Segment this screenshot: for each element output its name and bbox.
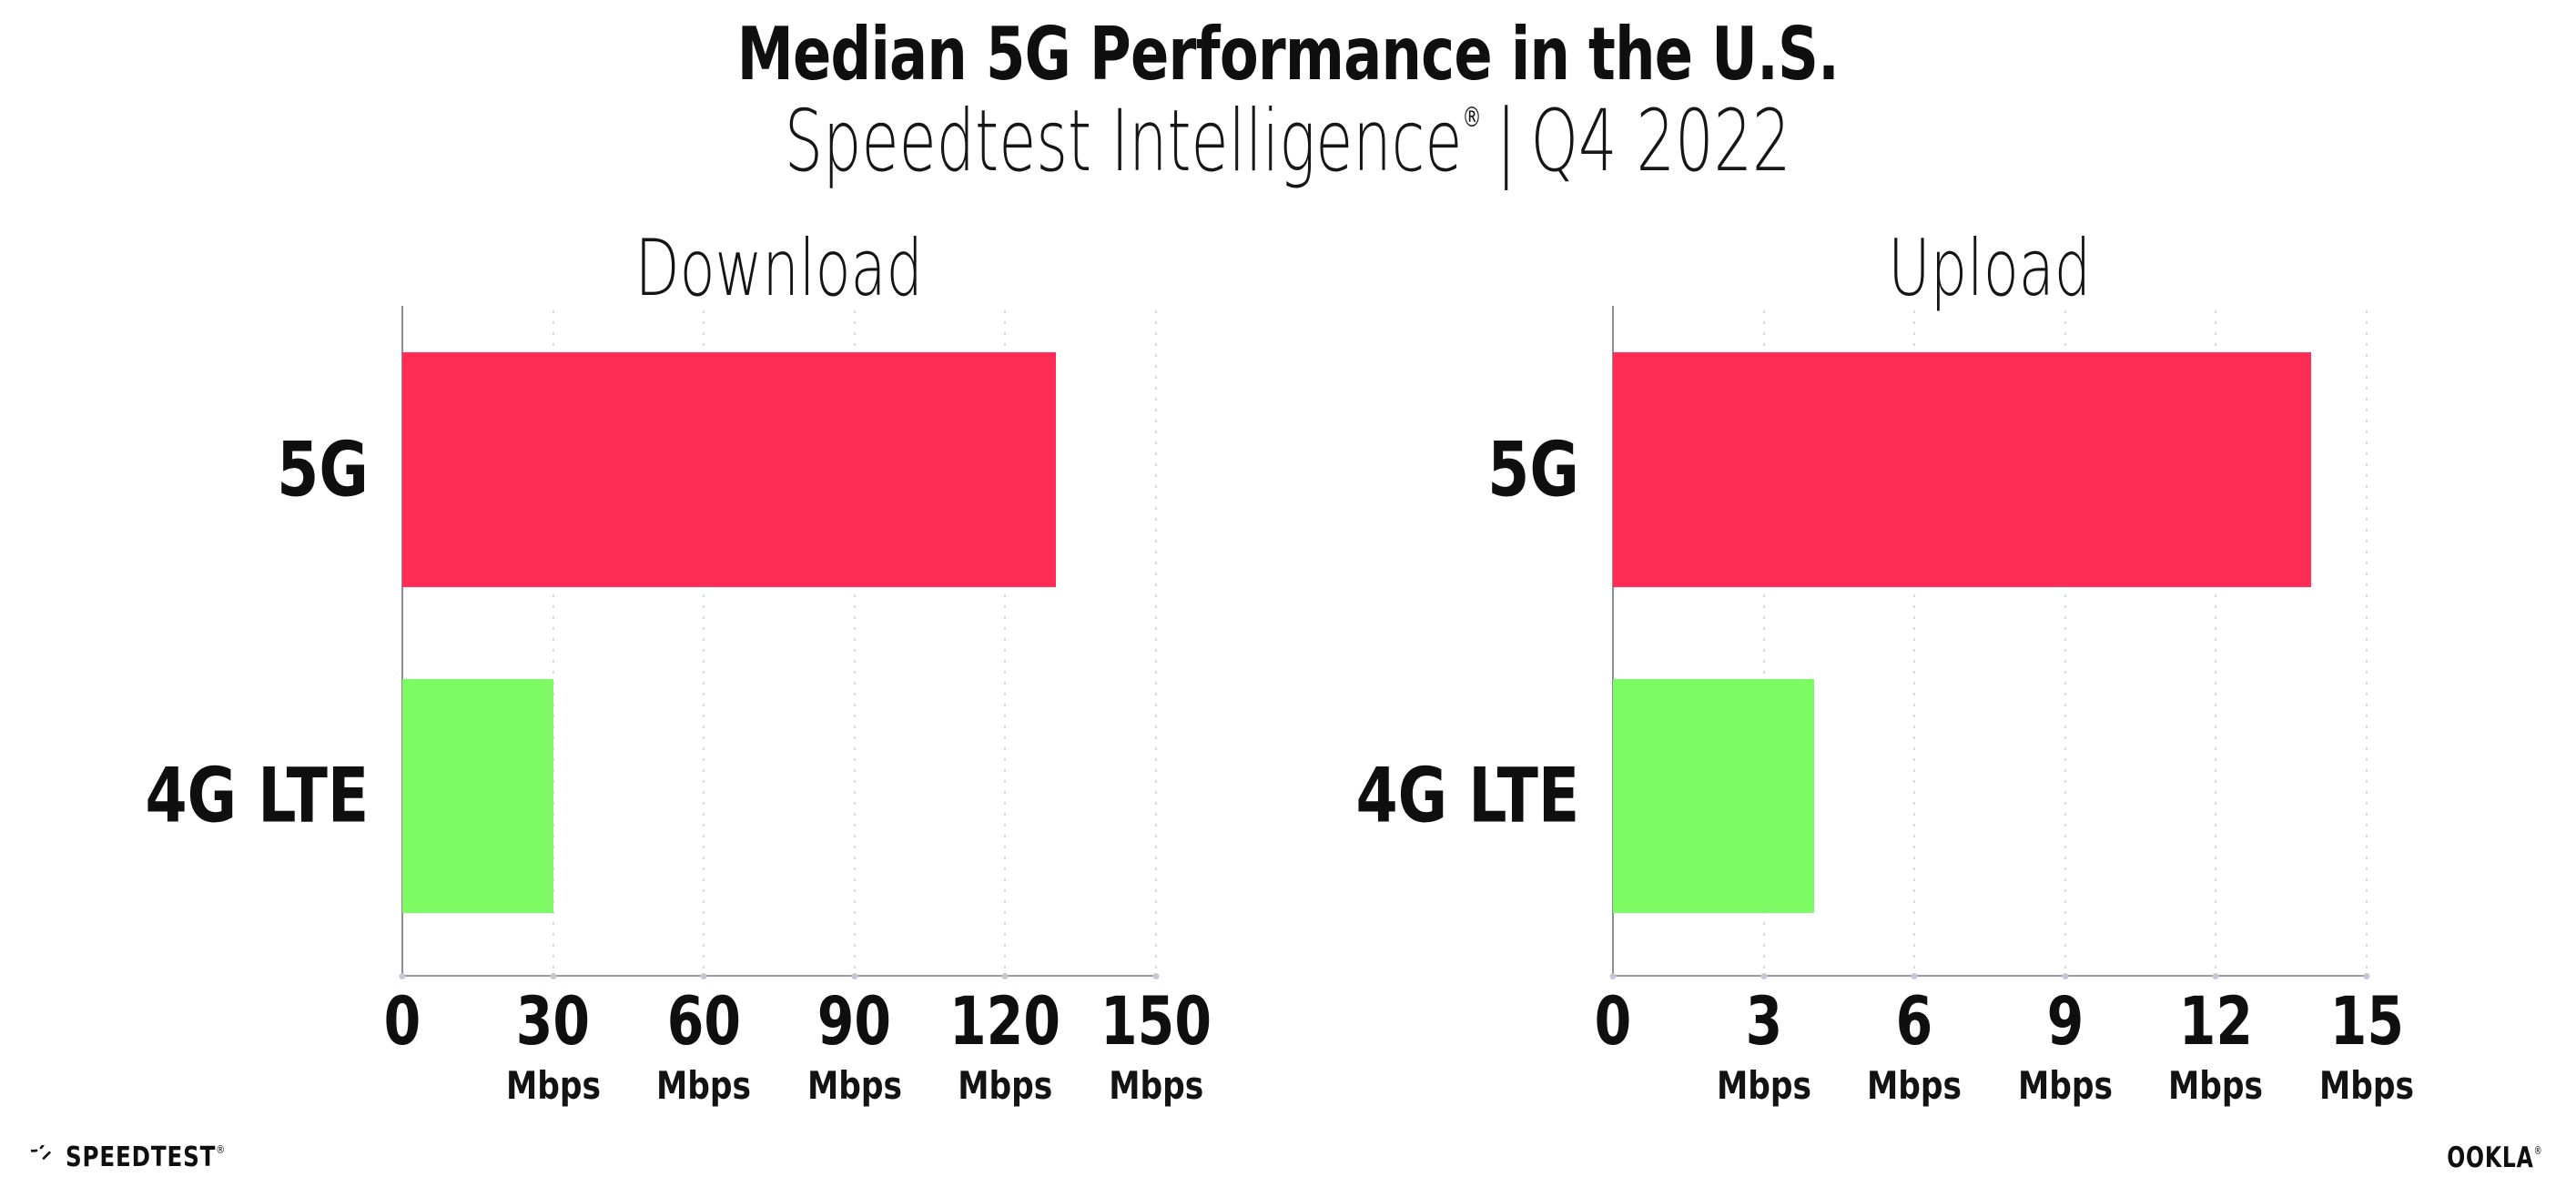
x-tick-6: 6 Mbps: [1857, 989, 1973, 1105]
x-tick-label: 60: [666, 983, 741, 1060]
axis-tick-dot-0: [1609, 973, 1617, 979]
bar-5g-upload: [1613, 352, 2312, 587]
upload-chart-title: Upload: [1888, 223, 2092, 314]
x-tick-15: 15 Mbps: [2309, 989, 2425, 1105]
axis-tick-dot-9: [2062, 973, 2069, 979]
speedtest-gauge-icon: [31, 1144, 51, 1160]
x-tick-0: 0: [380, 989, 426, 1055]
axis-tick-dot-90: [851, 973, 858, 979]
ookla-registered-mark-icon: ®: [2533, 1144, 2542, 1157]
y-axis-line: [401, 306, 403, 976]
axis-tick-dot-6: [1911, 973, 1918, 979]
upload-plot-area: 5G 4G LTE: [1355, 306, 2370, 979]
axis-tick-dot-30: [550, 973, 557, 979]
gridline-6: [1913, 310, 1916, 974]
bar-4g-lte-download: [402, 679, 553, 913]
page-title: Median 5G Performance in the U.S.: [0, 18, 2576, 91]
x-tick-0: 0: [1590, 989, 1637, 1055]
speedtest-registered-mark-icon: ®: [216, 1143, 226, 1156]
bar-5g-download: [402, 352, 1056, 587]
x-tick-label: 150: [1100, 983, 1212, 1060]
ookla-wordmark: OOKLA: [2446, 1141, 2534, 1174]
download-plot-area: 5G 4G LTE: [145, 306, 1160, 979]
x-tick-60: 60 Mbps: [646, 989, 762, 1105]
speedtest-logo: SPEEDTEST®: [31, 1141, 261, 1173]
x-tick-unit: Mbps: [1716, 1063, 1811, 1108]
x-tick-30: 30 Mbps: [495, 989, 611, 1105]
x-tick-label: 30: [515, 983, 591, 1060]
gridline-30: [552, 310, 554, 974]
category-label-4g-lte: 4G LTE: [1355, 751, 1579, 840]
x-tick-label: 15: [2329, 983, 2404, 1060]
x-tick-unit: Mbps: [1867, 1063, 1962, 1108]
gridline-120: [1004, 310, 1007, 974]
subtitle-separator: |: [1496, 92, 1517, 191]
x-tick-unit: Mbps: [656, 1063, 752, 1108]
axis-tick-dot-120: [1001, 973, 1009, 979]
page-title-text: Median 5G Performance in the U.S.: [736, 12, 1840, 96]
gridline-9: [2064, 310, 2066, 974]
y-axis-line: [1612, 306, 1614, 976]
x-tick-label: 12: [2178, 983, 2254, 1060]
x-tick-3: 3 Mbps: [1706, 989, 1821, 1105]
x-tick-label: 90: [817, 983, 892, 1060]
axis-tick-dot-0: [399, 973, 406, 979]
x-tick-90: 90 Mbps: [796, 989, 912, 1105]
gridline-15: [2366, 310, 2368, 974]
bar-4g-lte-upload: [1613, 679, 1814, 913]
axis-tick-dot-3: [1760, 973, 1768, 979]
axis-tick-dot-150: [1152, 973, 1160, 979]
ookla-logo: OOKLA®: [2417, 1141, 2542, 1174]
axis-tick-dot-15: [2363, 973, 2370, 979]
category-label-5g: 5G: [277, 425, 369, 514]
x-tick-unit: Mbps: [2318, 1063, 2415, 1108]
x-tick-label: 3: [1745, 983, 1782, 1060]
x-tick-label: 9: [2046, 983, 2084, 1060]
registered-mark-icon: ®: [1462, 102, 1483, 134]
x-tick-150: 150 Mbps: [1087, 989, 1225, 1105]
x-axis-line: [1612, 975, 2368, 977]
x-tick-unit: Mbps: [2168, 1063, 2264, 1108]
x-tick-120: 120 Mbps: [936, 989, 1074, 1105]
x-tick-unit: Mbps: [2017, 1063, 2113, 1108]
upload-chart: Upload 5G 4G LTE 0 3 Mbps 6 Mbps 9 Mbps 12 Mbps 15…: [1355, 229, 2414, 1105]
gridline-60: [703, 310, 705, 974]
x-tick-unit: Mbps: [1108, 1063, 1204, 1108]
gridline-12: [2215, 310, 2217, 974]
page-subtitle: Speedtest Intelligence® | Q4 2022: [0, 99, 2576, 185]
subtitle-period: Q4 2022: [1530, 92, 1791, 191]
subtitle-brand: Speedtest Intelligence: [785, 92, 1463, 191]
x-tick-label: 120: [949, 983, 1061, 1060]
x-tick-unit: Mbps: [958, 1063, 1053, 1108]
x-tick-label: 6: [1895, 983, 1933, 1060]
gridline-3: [1762, 310, 1765, 974]
download-chart-title: Download: [634, 223, 924, 314]
x-tick-9: 9 Mbps: [2007, 989, 2123, 1105]
speedtest-wordmark: SPEEDTEST®: [66, 1141, 226, 1173]
x-tick-unit: Mbps: [806, 1063, 902, 1108]
axis-tick-dot-12: [2212, 973, 2219, 979]
x-tick-unit: Mbps: [505, 1063, 601, 1108]
category-label-5g: 5G: [1487, 425, 1579, 514]
x-tick-12: 12 Mbps: [2158, 989, 2274, 1105]
x-tick-label: 0: [383, 983, 421, 1060]
axis-tick-dot-60: [700, 973, 707, 979]
gridline-150: [1155, 310, 1157, 974]
category-label-4g-lte: 4G LTE: [145, 751, 369, 840]
download-chart: Download 5G 4G LTE 0 30 Mbps 60 Mbps 90 Mbps 120…: [145, 229, 1212, 1105]
x-tick-label: 0: [1594, 983, 1632, 1060]
x-axis-line: [401, 975, 1158, 977]
gridline-90: [853, 310, 856, 974]
